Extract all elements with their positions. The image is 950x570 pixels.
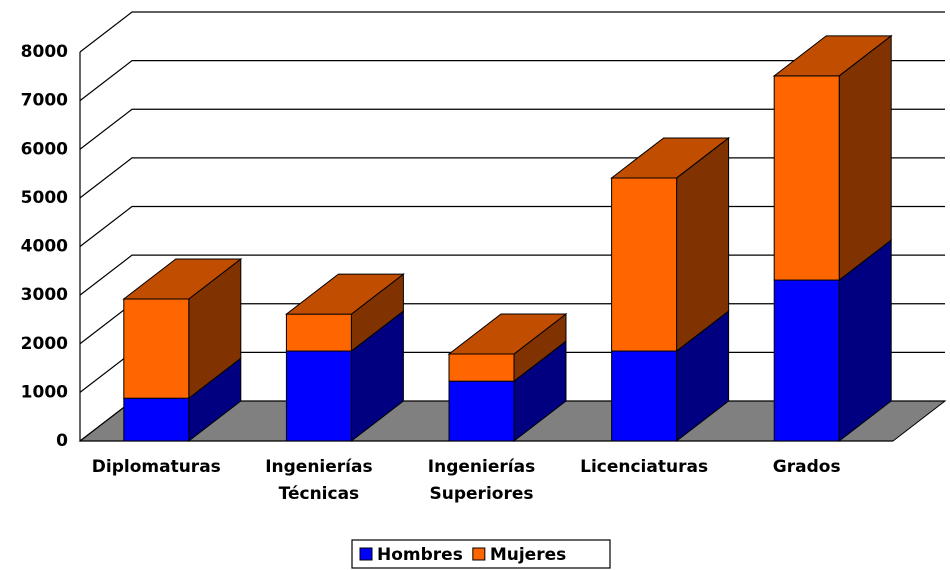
grid-line	[79, 60, 945, 102]
bar-top	[772, 35, 893, 77]
x-tick-label: Diplomaturas	[92, 457, 221, 477]
x-tick-label: Ingenierías Superiores	[428, 457, 535, 504]
bar-side	[838, 34, 892, 282]
bar	[773, 279, 840, 442]
bar	[611, 177, 678, 352]
bar	[285, 350, 352, 442]
grid-line	[79, 108, 945, 150]
legend-label: Hombres	[377, 545, 463, 565]
bar	[448, 380, 515, 442]
x-tick-label: Licenciaturas	[580, 457, 708, 477]
y-tick-label: 6000	[21, 139, 68, 159]
bar	[611, 350, 678, 442]
bar-top	[122, 258, 243, 300]
bar	[448, 353, 515, 382]
y-tick-label: 7000	[21, 91, 68, 111]
y-tick-label: 3000	[21, 285, 68, 305]
legend-label: Mujeres	[490, 545, 566, 565]
y-tick-label: 2000	[21, 334, 68, 354]
y-tick-label: 0	[56, 431, 68, 451]
legend-swatch	[359, 547, 373, 561]
bar-top	[610, 137, 731, 179]
bar-top	[284, 273, 405, 315]
bar	[123, 298, 190, 399]
grid-line	[79, 11, 945, 53]
bar-top	[447, 313, 568, 355]
bar	[285, 313, 352, 352]
x-tick-label: Grados	[773, 457, 841, 477]
y-tick-label: 1000	[21, 382, 68, 402]
bar	[123, 397, 190, 442]
legend-swatch	[472, 547, 486, 561]
y-tick-label: 4000	[21, 237, 68, 257]
x-tick-label: Ingenierías Técnicas	[265, 457, 372, 504]
y-tick-label: 5000	[21, 188, 68, 208]
y-tick-label: 8000	[21, 42, 68, 62]
bar	[773, 75, 840, 281]
